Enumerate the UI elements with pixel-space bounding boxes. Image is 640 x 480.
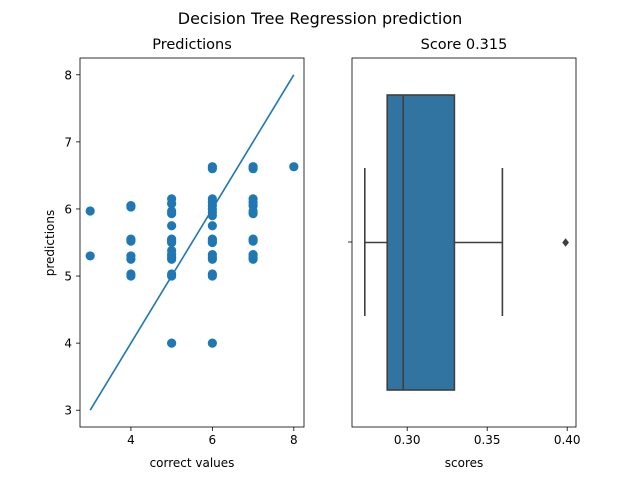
x-tick-label: 4 — [127, 433, 135, 447]
scatter-point — [167, 237, 177, 248]
scatter-point — [167, 221, 177, 231]
boxplot-axes: Score 0.315 0.30 0.35 0.40 scores — [348, 37, 581, 470]
scatter-point — [126, 202, 136, 212]
scatter-point — [207, 237, 217, 248]
y-tick-label: 7 — [64, 135, 72, 149]
boxplot-frame — [351, 57, 577, 428]
x-tick-label: 6 — [209, 433, 217, 447]
x-tick-label: 8 — [290, 433, 298, 447]
x-tick-label: 0.35 — [474, 433, 501, 447]
x-tick-label: 0.30 — [394, 433, 421, 447]
scatter-point — [207, 338, 217, 348]
scatter-point — [167, 198, 177, 209]
scatter-point — [126, 271, 136, 281]
y-tick-label: 8 — [64, 68, 72, 82]
reference-line — [89, 74, 295, 411]
box — [386, 94, 456, 391]
y-tick-label: 4 — [64, 337, 72, 351]
x-tick-label: 0.40 — [554, 433, 581, 447]
scatter-point — [248, 236, 258, 246]
scatter-point — [207, 271, 217, 281]
scatter-point — [207, 164, 217, 174]
boxplot-x-label: scores — [445, 456, 484, 470]
scatter-point — [85, 251, 95, 261]
scatter-point — [248, 254, 258, 264]
scatter-point — [207, 254, 217, 264]
scatter-point — [85, 206, 95, 216]
scatter-axes: Predictions 4 6 8 3 4 5 6 7 8 correct values pr… — [43, 37, 305, 470]
y-tick-label: 6 — [64, 202, 72, 216]
scatter-point — [126, 254, 136, 264]
scatter-point — [167, 209, 177, 219]
scatter-point — [167, 338, 177, 348]
boxplot-elements — [363, 94, 569, 391]
scatter-point — [207, 221, 217, 231]
scatter-frame — [79, 57, 305, 428]
scatter-x-label: correct values — [150, 456, 235, 470]
y-tick-label: 3 — [64, 404, 72, 418]
scatter-x-ticks: 4 6 8 — [127, 427, 298, 447]
y-tick-label: 5 — [64, 270, 72, 284]
scatter-point — [126, 236, 136, 246]
scatter-point — [248, 209, 258, 219]
outlier-point — [562, 238, 569, 247]
reference-line-group — [89, 74, 295, 411]
scatter-title: Predictions — [152, 37, 232, 53]
boxplot-x-ticks: 0.30 0.35 0.40 — [394, 427, 581, 447]
scatter-point — [289, 162, 299, 172]
scatter-y-label: predictions — [43, 210, 57, 276]
scatter-point — [167, 254, 177, 264]
figure-title: Decision Tree Regression prediction — [178, 9, 463, 28]
scatter-points — [85, 162, 299, 348]
scatter-y-ticks: 3 4 5 6 7 8 — [64, 68, 80, 418]
scatter-point — [248, 164, 258, 174]
boxplot-title: Score 0.315 — [421, 37, 508, 53]
